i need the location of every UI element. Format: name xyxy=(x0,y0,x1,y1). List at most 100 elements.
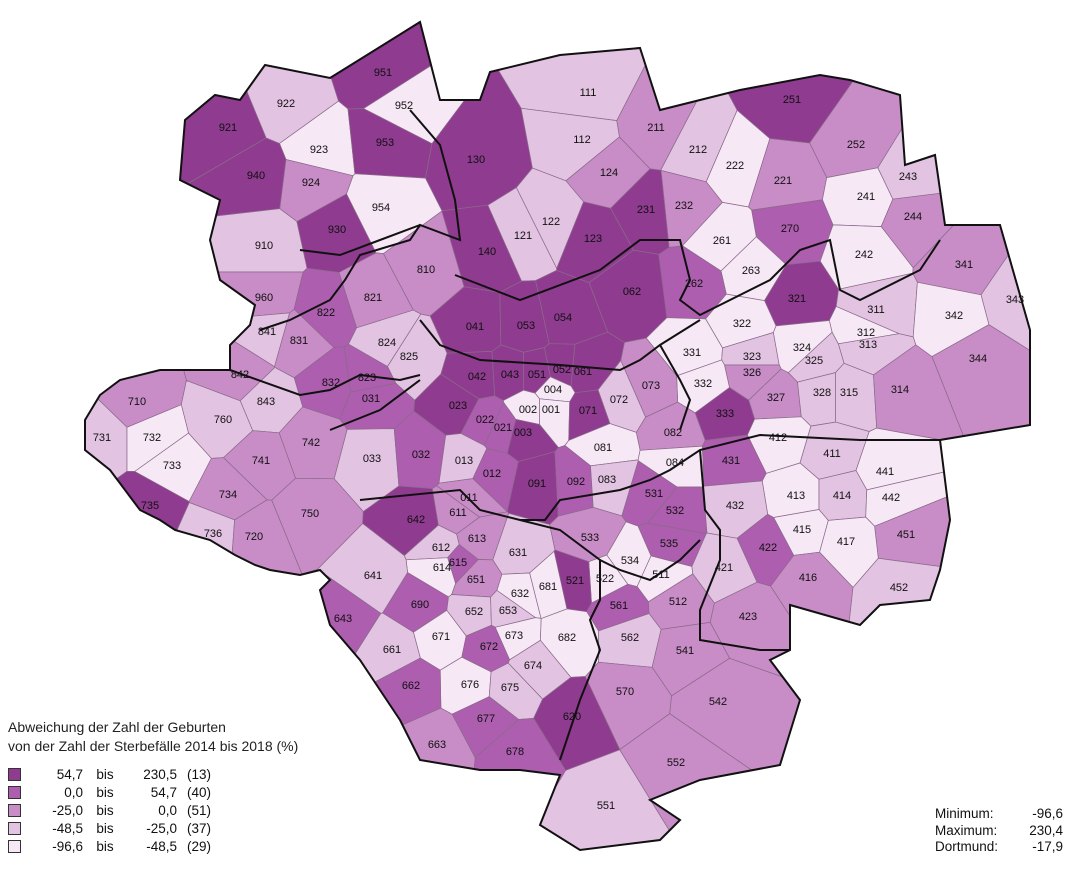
legend-class: 54,7 bis 230,5 (13) xyxy=(8,765,368,783)
district-label-677: 677 xyxy=(477,713,495,725)
district-label-710: 710 xyxy=(128,396,146,408)
district-label-663: 663 xyxy=(428,739,446,751)
district-label-441: 441 xyxy=(876,466,894,478)
district-label-023: 023 xyxy=(449,400,467,412)
district-label-021: 021 xyxy=(494,422,512,434)
district-label-741: 741 xyxy=(252,455,270,467)
legend-bis: bis xyxy=(96,784,114,800)
district-label-951: 951 xyxy=(374,67,392,79)
district-label-742: 742 xyxy=(302,437,320,449)
district-label-451: 451 xyxy=(897,529,915,541)
legend-count: (37) xyxy=(187,820,212,836)
district-label-004: 004 xyxy=(544,384,562,396)
district-label-731: 731 xyxy=(93,432,111,444)
district-label-012: 012 xyxy=(483,468,501,480)
district-label-522: 522 xyxy=(596,573,614,585)
district-label-641: 641 xyxy=(364,570,382,582)
district-label-940: 940 xyxy=(247,170,265,182)
maximum-value: 230,4 xyxy=(1029,822,1063,838)
district-label-071: 071 xyxy=(579,405,597,417)
district-label-417: 417 xyxy=(837,536,855,548)
legend-title-line1: Abweichung der Zahl der Geburten xyxy=(8,719,226,735)
district-label-652: 652 xyxy=(465,606,483,618)
district-243[interactable] xyxy=(877,0,1084,200)
legend-to: 0,0 xyxy=(158,802,177,818)
district-label-411: 411 xyxy=(823,448,841,460)
district-label-612: 612 xyxy=(432,542,450,554)
district-label-651: 651 xyxy=(467,574,485,586)
district-label-534: 534 xyxy=(621,555,639,567)
district-label-022: 022 xyxy=(476,414,494,426)
district-label-081: 081 xyxy=(594,442,612,454)
district-label-521: 521 xyxy=(566,575,584,587)
district-label-615: 615 xyxy=(449,557,467,569)
district-label-130: 130 xyxy=(467,154,485,166)
district-label-062: 062 xyxy=(623,286,641,298)
district-label-531: 531 xyxy=(645,488,663,500)
district-label-212: 212 xyxy=(689,144,707,156)
legend: Abweichung der Zahl der Geburten von der… xyxy=(8,718,368,855)
district-label-551: 551 xyxy=(597,800,615,812)
district-label-013: 013 xyxy=(455,455,473,467)
district-label-832: 832 xyxy=(322,377,340,389)
district-910[interactable] xyxy=(89,208,308,273)
district-710[interactable] xyxy=(0,203,187,428)
district-label-315: 315 xyxy=(840,387,858,399)
district-label-662: 662 xyxy=(402,680,420,692)
district-label-672: 672 xyxy=(480,641,498,653)
district-label-311: 311 xyxy=(867,304,885,316)
district-328[interactable] xyxy=(797,372,836,427)
district-label-091: 091 xyxy=(528,478,546,490)
district-label-841: 841 xyxy=(258,326,276,338)
legend-swatch xyxy=(8,803,21,817)
district-label-643: 643 xyxy=(334,613,352,625)
district-label-003: 003 xyxy=(514,427,532,439)
legend-to: 54,7 xyxy=(150,784,177,800)
district-label-092: 092 xyxy=(567,476,585,488)
district-label-442: 442 xyxy=(882,492,900,504)
district-label-682: 682 xyxy=(558,632,576,644)
district-label-562: 562 xyxy=(621,632,639,644)
district-label-042: 042 xyxy=(468,371,486,383)
district-label-690: 690 xyxy=(411,599,429,611)
district-label-052: 052 xyxy=(553,364,571,376)
district-label-732: 732 xyxy=(143,432,161,444)
legend-class: -25,0 bis 0,0 (51) xyxy=(8,801,368,819)
district-label-011: 011 xyxy=(460,492,478,504)
district-label-326: 326 xyxy=(743,367,761,379)
district-label-031: 031 xyxy=(362,393,380,405)
district-label-922: 922 xyxy=(277,98,295,110)
district-label-432: 432 xyxy=(726,500,744,512)
district-label-824: 824 xyxy=(378,337,396,349)
legend-to: -48,5 xyxy=(146,838,177,854)
legend-title-line2: von der Zahl der Sterbefälle 2014 bis 20… xyxy=(8,738,299,754)
district-label-960: 960 xyxy=(255,292,273,304)
district-label-124: 124 xyxy=(600,167,618,179)
district-label-263: 263 xyxy=(742,265,760,277)
district-label-671: 671 xyxy=(432,631,450,643)
district-label-642: 642 xyxy=(407,514,425,526)
district-label-415: 415 xyxy=(793,524,811,536)
legend-from: -48,5 xyxy=(52,820,83,836)
minimum-label: Minimum: xyxy=(935,806,994,821)
district-label-211: 211 xyxy=(647,122,665,134)
district-label-750: 750 xyxy=(301,508,319,520)
district-label-542: 542 xyxy=(709,696,727,708)
district-label-222: 222 xyxy=(726,160,744,172)
legend-swatch xyxy=(8,839,21,853)
district-label-073: 073 xyxy=(642,380,660,392)
district-label-270: 270 xyxy=(781,223,799,235)
district-label-313: 313 xyxy=(859,339,877,351)
legend-class: -48,5 bis -25,0 (37) xyxy=(8,819,368,837)
district-label-736: 736 xyxy=(204,528,222,540)
district-labels: 951 922 952 921 923 953 940 924 954 910 930 960 111 1… xyxy=(93,67,1024,812)
district-label-720: 720 xyxy=(245,531,263,543)
district-label-843: 843 xyxy=(257,396,275,408)
district-label-414: 414 xyxy=(833,490,851,502)
legend-to: 230,5 xyxy=(143,766,177,782)
district-label-002: 002 xyxy=(519,404,537,416)
district-label-733: 733 xyxy=(163,460,181,472)
legend-count: (29) xyxy=(187,838,212,854)
district-label-681: 681 xyxy=(539,581,557,593)
district-label-822: 822 xyxy=(317,307,335,319)
